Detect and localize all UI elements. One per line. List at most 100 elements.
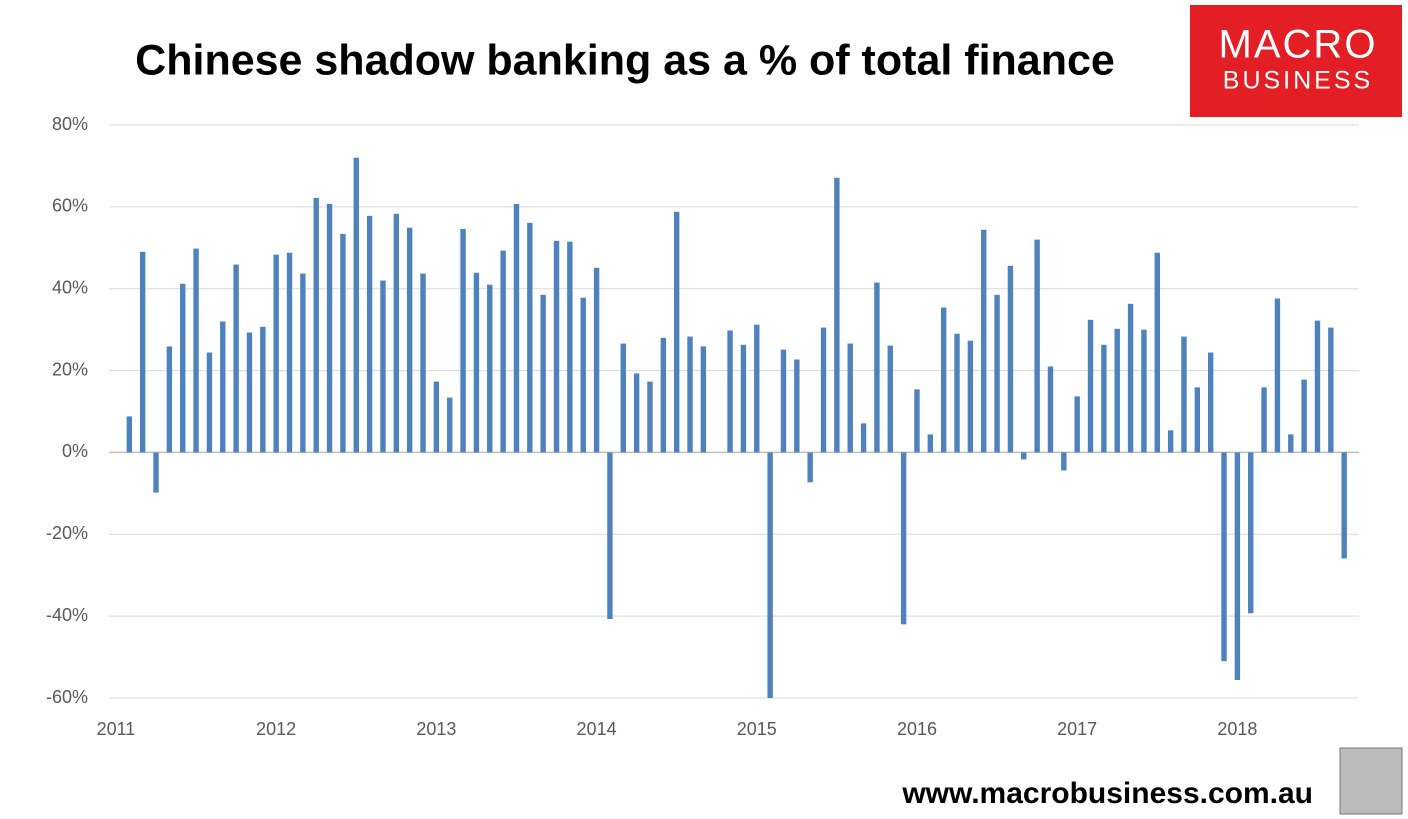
- bar: [220, 321, 226, 453]
- logo-text: MACRO: [1219, 23, 1378, 67]
- fox-image: [1339, 747, 1403, 815]
- bar: [1341, 452, 1347, 559]
- bar: [1234, 452, 1241, 680]
- bar: [433, 381, 440, 453]
- bar: [193, 248, 199, 453]
- bar: [1047, 366, 1054, 453]
- bar: [967, 340, 974, 453]
- bar: [887, 345, 893, 453]
- bar: [740, 344, 747, 453]
- y-tick-label: 0%: [62, 441, 88, 461]
- bar: [447, 397, 453, 453]
- logo-box: [1190, 5, 1402, 117]
- bar: [1248, 452, 1254, 614]
- bar: [834, 177, 840, 453]
- y-tick-label: 40%: [52, 277, 88, 297]
- bar: [807, 452, 813, 483]
- bar: [286, 252, 293, 453]
- bar: [500, 250, 506, 453]
- x-tick-label: 2016: [897, 719, 937, 739]
- bar: [900, 452, 907, 625]
- bar: [406, 227, 413, 453]
- bar: [393, 213, 400, 453]
- y-tick-label: 20%: [52, 359, 88, 379]
- bar: [1087, 319, 1094, 453]
- bar: [700, 346, 707, 453]
- x-tick-label: 2012: [256, 719, 296, 739]
- x-tick-label: 2018: [1217, 719, 1257, 739]
- bar: [1021, 452, 1027, 460]
- bar: [633, 373, 640, 453]
- bar: [527, 222, 533, 453]
- bar: [1301, 379, 1307, 453]
- bar: [767, 452, 773, 698]
- bar: [260, 326, 266, 453]
- bar: [246, 332, 253, 453]
- bar: [553, 240, 560, 453]
- chart-title: Chinese shadow banking as a % of total f…: [135, 36, 1115, 84]
- bar: [1074, 396, 1080, 453]
- bar: [473, 272, 480, 453]
- bar: [153, 452, 159, 493]
- bar: [126, 416, 133, 453]
- bar: [940, 307, 947, 453]
- bar: [326, 203, 333, 453]
- bar: [994, 294, 1000, 453]
- bar: [607, 452, 613, 620]
- bar: [166, 346, 173, 453]
- bar: [687, 336, 693, 453]
- bar: [1034, 239, 1040, 453]
- bar: [180, 283, 186, 453]
- bar: [593, 267, 600, 453]
- bar: [860, 423, 867, 453]
- logo-text: BUSINESS: [1223, 67, 1373, 95]
- x-tick-label: 2011: [97, 719, 136, 739]
- bar: [1007, 265, 1014, 453]
- bar: [727, 330, 733, 453]
- bar: [1181, 336, 1187, 453]
- bar: [954, 333, 960, 453]
- x-tick-label: 2015: [737, 719, 777, 739]
- bar: [673, 211, 680, 453]
- bar: [820, 327, 827, 453]
- bar: [1261, 387, 1267, 453]
- bar: [874, 282, 880, 453]
- y-tick-label: -40%: [46, 605, 88, 625]
- y-tick-label: -20%: [46, 523, 88, 543]
- y-tick-label: 80%: [52, 114, 88, 134]
- bar: [647, 381, 653, 453]
- bar: [1288, 434, 1294, 453]
- bar: [1221, 452, 1227, 662]
- bar: [794, 359, 800, 453]
- bar: [660, 337, 667, 453]
- bar: [540, 294, 546, 453]
- bar: [780, 349, 787, 453]
- bar: [1101, 344, 1107, 453]
- bar: [380, 280, 386, 453]
- bar: [1061, 452, 1067, 471]
- bar: [981, 229, 987, 453]
- bar: [620, 343, 626, 453]
- website: www.macrobusiness.com.au: [901, 777, 1313, 810]
- bar: [300, 273, 306, 453]
- bar: [567, 241, 573, 453]
- bar: [1167, 430, 1174, 453]
- bar: [460, 228, 466, 453]
- bar: [1194, 387, 1201, 453]
- bar: [1114, 328, 1120, 453]
- bar: [1141, 329, 1147, 453]
- bar: [1328, 327, 1334, 453]
- bar: [847, 343, 853, 453]
- bar: [353, 157, 359, 453]
- x-tick-label: 2014: [577, 719, 617, 739]
- x-tick-label: 2013: [416, 719, 456, 739]
- bar: [580, 297, 586, 453]
- bar: [1127, 303, 1134, 453]
- bar: [340, 233, 346, 453]
- bar: [927, 434, 934, 453]
- bar: [233, 264, 239, 453]
- bar: [754, 324, 760, 453]
- bar: [513, 203, 520, 453]
